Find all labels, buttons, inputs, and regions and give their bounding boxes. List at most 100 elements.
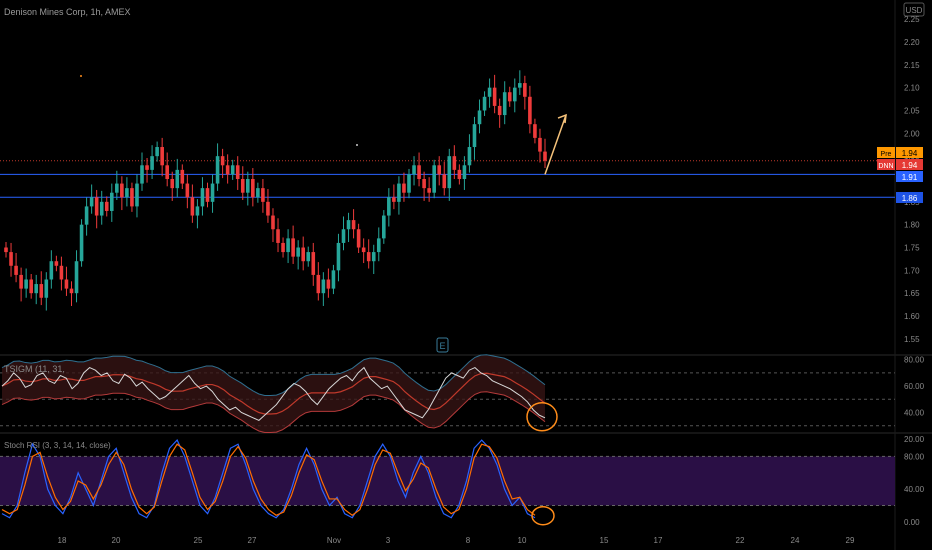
candle-body (89, 197, 94, 207)
stoch-tick-label: 0.00 (904, 518, 920, 527)
candle-body (44, 279, 49, 298)
marker-dot (356, 144, 358, 146)
pre-market-badge: Pre 1.94 (877, 147, 923, 158)
candle-body (220, 156, 225, 166)
price-tick-label: 2.10 (904, 84, 920, 93)
time-axis-label: 24 (791, 536, 800, 545)
candle-body (316, 274, 321, 294)
price-tick-label: 1.75 (904, 244, 920, 253)
ticker-label: DNN (878, 163, 893, 170)
earnings-marker-label: E (439, 341, 445, 351)
candle-body (402, 183, 406, 193)
candle-body (225, 165, 230, 175)
price-tick-label: 1.70 (904, 266, 920, 275)
candle-body (336, 242, 341, 271)
candle-body (432, 165, 436, 193)
candle-body (271, 215, 275, 230)
tsigm-pane[interactable] (0, 354, 895, 434)
ticker-value: 1.94 (902, 161, 918, 170)
candle-body (251, 179, 255, 198)
candle-body (175, 169, 180, 189)
candle-body (145, 165, 149, 170)
candle-body (69, 288, 74, 294)
stoch-rsi-pane[interactable] (0, 439, 895, 526)
candle-body (49, 261, 54, 280)
candle-body (543, 151, 547, 161)
candle-body (321, 279, 326, 294)
candle-body (140, 165, 144, 184)
candle-body (160, 147, 164, 166)
candle-body (54, 261, 59, 266)
time-axis-label: 3 (386, 536, 391, 545)
candle-body (240, 179, 245, 193)
candle-body (447, 156, 452, 189)
earnings-marker[interactable]: E (436, 337, 449, 353)
level-2-value: 1.86 (902, 194, 918, 203)
candle-body (533, 124, 537, 138)
candle-body (422, 179, 426, 189)
price-tick-label: 1.80 (904, 221, 920, 230)
time-axis-label: Nov (327, 536, 341, 545)
time-axis-label: 17 (654, 536, 663, 545)
candle-body (452, 156, 457, 170)
candle-body (457, 169, 462, 179)
candle-body (523, 83, 527, 97)
candle-body (64, 279, 69, 289)
price-tick-label: 1.55 (904, 335, 920, 344)
price-tick-label: 2.05 (904, 106, 920, 115)
time-axis-label: 10 (518, 536, 527, 545)
time-axis-label: 22 (736, 536, 745, 545)
time-axis-label: 27 (248, 536, 257, 545)
candle-body (115, 183, 119, 193)
currency-badge[interactable]: USD (903, 2, 925, 17)
stoch-band-fill (0, 456, 895, 506)
time-axis-label: 25 (194, 536, 203, 545)
price-tick-label: 2.25 (904, 15, 920, 24)
candle-body (512, 87, 517, 102)
price-tick-label: 2.15 (904, 61, 920, 70)
candle-body (195, 206, 200, 216)
tsigm-line (1, 366, 546, 422)
stoch-k-line (1, 439, 536, 519)
stoch-tick-label: 40.00 (904, 485, 925, 494)
candle-body (507, 92, 512, 102)
candle-body (261, 188, 265, 202)
candle-body (230, 165, 235, 175)
candle-body (387, 197, 391, 216)
candle-body (281, 242, 285, 253)
candle-body (120, 183, 124, 198)
level-1-value: 1.91 (902, 173, 918, 182)
tsigm-tick-label: 40.00 (904, 409, 925, 418)
candle-body (301, 247, 306, 262)
time-axis-label: 15 (600, 536, 609, 545)
candle-body (79, 224, 84, 262)
candle-body (266, 201, 270, 216)
candle-body (306, 252, 311, 262)
candle-body (361, 247, 366, 253)
stoch-d-line (1, 443, 536, 517)
candle-body (397, 183, 401, 202)
candle-body (170, 179, 175, 189)
candle-body (155, 147, 159, 157)
candle-body (29, 279, 33, 294)
candle-body (487, 87, 492, 97)
stoch-title: Stoch RSI (3, 3, 14, 14, close) (4, 441, 111, 450)
tsigm-band-fill (2, 354, 545, 433)
candle-body (528, 96, 532, 125)
candle-body (412, 165, 416, 175)
price-pane[interactable] (0, 70, 895, 311)
candle-body (34, 284, 39, 294)
tsigm-upper-band (1, 354, 546, 397)
projection-arrow (544, 114, 567, 175)
price-tick-label: 1.60 (904, 312, 920, 321)
chart-title: Denison Mines Corp, 1h, AMEX (4, 7, 131, 17)
candle-body (382, 215, 386, 239)
candle-body (256, 188, 260, 198)
candle-body (467, 147, 472, 166)
candle-body (185, 183, 190, 198)
candle-body (24, 279, 28, 289)
candle-body (135, 183, 139, 207)
candle-body (311, 252, 316, 275)
tsigm-lower-band (1, 391, 546, 434)
